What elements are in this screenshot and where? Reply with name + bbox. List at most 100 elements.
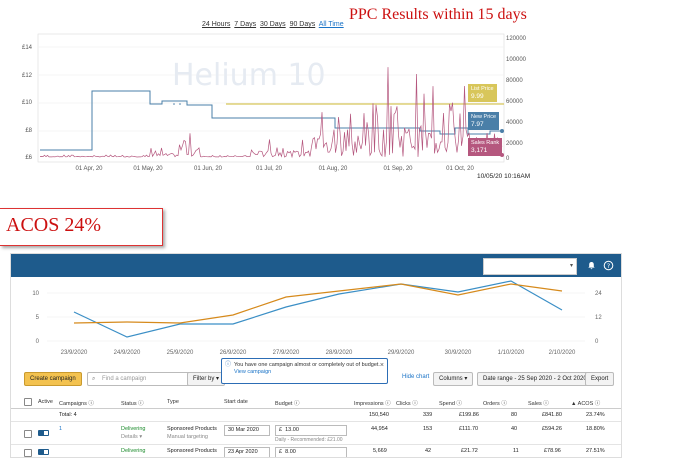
row-impressions: 5,669 xyxy=(373,448,387,454)
chevron-down-icon: ▾ xyxy=(216,376,220,382)
header-start-date[interactable]: Start date xyxy=(224,399,248,405)
search-input[interactable]: ⌕ Find a campaign xyxy=(87,372,191,386)
list-price-badge: List Price 9.99 xyxy=(468,84,497,102)
export-button[interactable]: Export xyxy=(585,372,615,386)
header-acos[interactable]: ▲ ACOS ⓘ xyxy=(571,401,601,407)
row-acos: 18.80% xyxy=(586,426,605,432)
range-24-hours[interactable]: 24 Hours xyxy=(202,21,231,28)
x-tick-label: 01 Jun, 20 xyxy=(194,166,223,172)
y-tick-label: 5 xyxy=(36,315,40,321)
row-checkbox[interactable] xyxy=(24,430,32,438)
filter-by-button[interactable]: Filter by ▾ xyxy=(187,372,226,386)
date-range-button[interactable]: Date range - 25 Sep 2020 - 2 Oct 2020 ▾ xyxy=(477,372,598,386)
range-7-days[interactable]: 7 Days xyxy=(234,21,257,28)
search-icon: ⌕ xyxy=(92,376,96,382)
row-acos: 27.51% xyxy=(586,448,605,454)
y2-tick-label: 12 xyxy=(595,315,602,321)
acos-series-line xyxy=(73,283,563,324)
row-sales: £78.96 xyxy=(544,448,561,454)
start-date-field[interactable]: 23 Apr 2020 xyxy=(224,447,270,457)
status-details-link[interactable]: Details ▾ xyxy=(121,434,143,440)
helium10-watermark: Helium 10 xyxy=(172,58,326,93)
ads-console: ▾ ? 10 5 0 24 12 0 23/9/2020 24/9/2020 25/9/2020… xyxy=(10,253,622,458)
y-tick-label: £12 xyxy=(22,73,33,79)
y2-tick-label: 40000 xyxy=(506,120,523,126)
row-orders: 11 xyxy=(513,448,519,454)
budget-field[interactable]: £ 13.00 xyxy=(275,425,347,436)
row-clicks: 42 xyxy=(425,448,432,454)
hide-chart-link[interactable]: Hide chart xyxy=(402,374,430,380)
campaign-toolbar: Create campaign ⌕ Find a campaign Filter… xyxy=(11,372,621,396)
total-impressions: 150,540 xyxy=(369,412,389,418)
x-tick-label: 25/9/2020 xyxy=(167,350,194,356)
row-orders: 40 xyxy=(511,426,518,432)
x-tick-label: 2/10/2020 xyxy=(549,350,576,356)
table-header: Active Campaigns ⓘ Status ⓘ Type Start d… xyxy=(11,394,621,409)
sales-rank-badge: Sales Rank 3,171 xyxy=(468,138,503,156)
active-toggle[interactable] xyxy=(38,449,49,455)
new-price-badge: New Price 7.97 xyxy=(468,112,500,130)
info-icon: ⓘ xyxy=(225,362,232,368)
y-tick-label: 10 xyxy=(32,291,39,297)
total-acos: 23.74% xyxy=(586,412,605,418)
sales-rank-line xyxy=(39,67,503,159)
chevron-down-icon: ▾ xyxy=(464,376,468,382)
budget-alert: ⓘ You have one campaign almost or comple… xyxy=(221,358,388,384)
x-tick-label: 23/9/2020 xyxy=(61,350,88,356)
total-orders: 80 xyxy=(511,412,518,418)
y2-tick-label: 0 xyxy=(595,339,599,345)
y-tick-label: £14 xyxy=(22,45,33,51)
table-row-total: Total: 4 150,540 339 £199.86 80 £841.80 … xyxy=(11,409,621,422)
x-tick-label: 26/9/2020 xyxy=(220,350,247,356)
select-all-checkbox[interactable] xyxy=(24,398,32,406)
start-date-field[interactable]: 30 Mar 2020 xyxy=(224,425,270,436)
y-tick-label: £10 xyxy=(22,100,33,106)
time-range-selector: 24 Hours 7 Days 30 Days 90 Days All Time xyxy=(202,21,344,28)
x-tick-label: 01 Aug, 20 xyxy=(319,166,348,172)
header-clicks[interactable]: Clicks ⓘ xyxy=(396,401,418,407)
create-campaign-button[interactable]: Create campaign xyxy=(24,372,82,386)
header-impressions[interactable]: Impressions ⓘ xyxy=(354,401,391,407)
chevron-down-icon: ▾ xyxy=(569,263,573,269)
clicks-series-line xyxy=(73,280,563,338)
x-tick-label: 01 Oct, 20 xyxy=(446,166,474,172)
x-tick-label: 1/10/2020 xyxy=(498,350,525,356)
x-tick-label: 27/9/2020 xyxy=(273,350,300,356)
console-topbar: ▾ ? xyxy=(11,254,621,277)
close-icon[interactable]: × xyxy=(379,362,384,369)
status-text: Delivering xyxy=(121,448,146,454)
columns-button[interactable]: Columns ▾ xyxy=(433,372,474,386)
acos-callout: ACOS 24% xyxy=(0,208,163,246)
header-budget[interactable]: Budget ⓘ xyxy=(275,401,300,407)
bell-icon[interactable] xyxy=(586,260,597,271)
x-tick-label: 01 Jul, 20 xyxy=(256,166,283,172)
y-tick-label: £6 xyxy=(25,155,32,161)
range-all-time[interactable]: All Time xyxy=(318,21,344,28)
view-campaign-link[interactable]: View campaign xyxy=(234,369,272,375)
budget-field[interactable]: £ 8.00 xyxy=(275,447,347,457)
account-selector[interactable]: ▾ xyxy=(483,258,577,275)
row-impressions: 44,954 xyxy=(371,426,388,432)
row-spend: £111.70 xyxy=(459,426,479,432)
header-status[interactable]: Status ⓘ xyxy=(121,401,144,407)
header-campaigns[interactable]: Campaigns ⓘ xyxy=(59,401,94,407)
active-toggle[interactable] xyxy=(38,430,49,436)
campaign-link[interactable]: 1 xyxy=(59,426,63,432)
type-text: Sponsored Products xyxy=(167,426,217,432)
header-spend[interactable]: Spend ⓘ xyxy=(439,401,462,407)
y2-tick-label: 120000 xyxy=(506,36,527,42)
header-orders[interactable]: Orders ⓘ xyxy=(483,401,507,407)
x-tick-label: 01 May, 20 xyxy=(133,166,163,172)
header-sales[interactable]: Sales ⓘ xyxy=(528,401,549,407)
header-active[interactable]: Active xyxy=(38,399,53,405)
price-history-chart: Helium 10 £14 £12 £10 £8 £6 120000 100000 80000… xyxy=(22,33,527,172)
range-90-days[interactable]: 90 Days xyxy=(289,21,316,28)
y2-tick-label: 60000 xyxy=(506,99,523,105)
x-tick-label: 29/9/2020 xyxy=(388,350,415,356)
total-label: Total: 4 xyxy=(59,412,77,418)
range-30-days[interactable]: 30 Days xyxy=(259,21,286,28)
header-type[interactable]: Type xyxy=(167,399,179,405)
total-clicks: 339 xyxy=(423,412,433,418)
help-icon[interactable]: ? xyxy=(603,260,614,271)
y2-tick-label: 80000 xyxy=(506,78,523,84)
